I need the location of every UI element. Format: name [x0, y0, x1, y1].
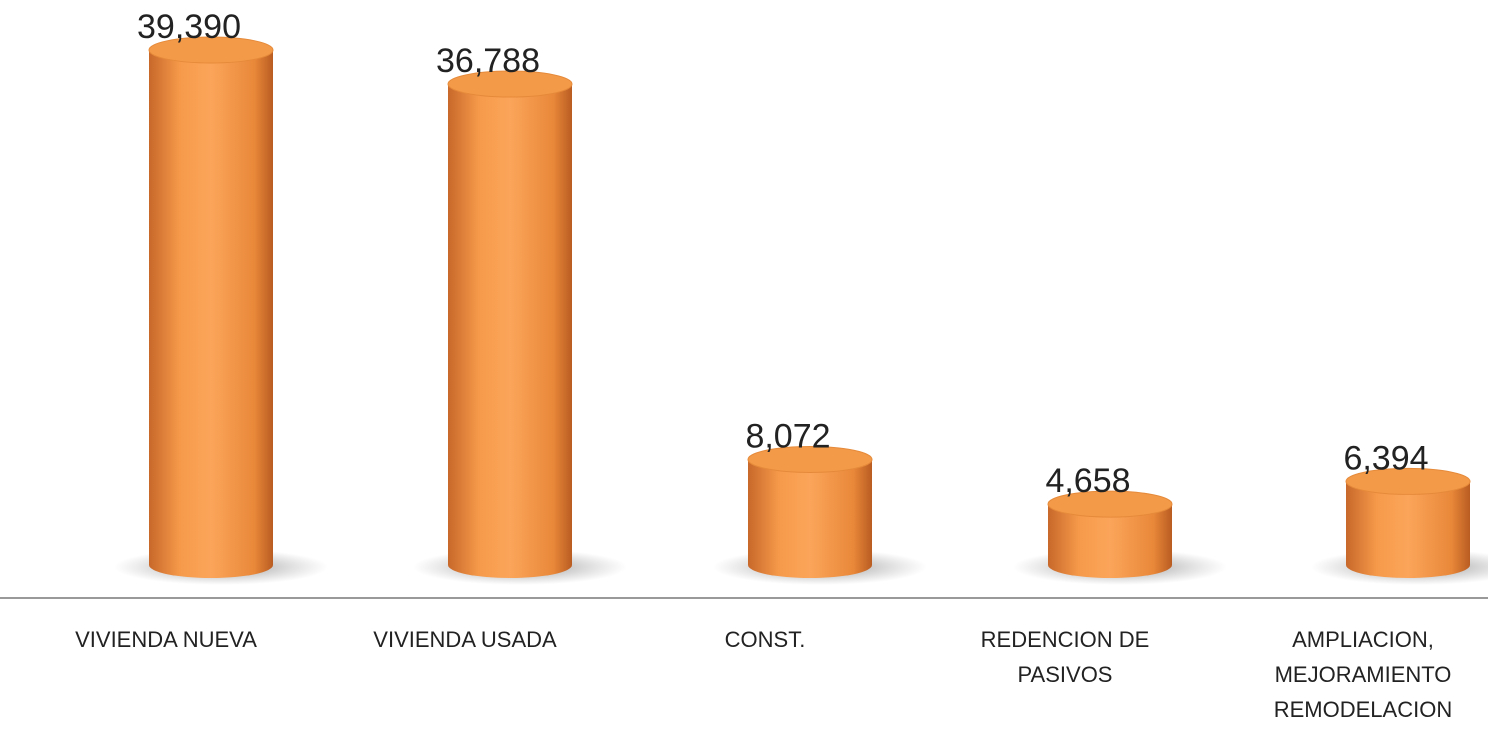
bar: [448, 84, 572, 579]
bar: [149, 50, 273, 578]
value-label: 39,390: [137, 8, 241, 46]
value-label: 8,072: [745, 417, 830, 455]
bar-top: [1345, 467, 1471, 495]
bar-top: [447, 70, 573, 98]
bar: [1048, 504, 1172, 578]
x-tick-label: AMPLIACION, MEJORAMIENTO REMODELACION: [1273, 627, 1453, 722]
x-tick-label: CONST.: [724, 627, 806, 652]
value-label: 36,788: [436, 42, 540, 80]
x-tick-label: VIVIENDA NUEVA: [75, 627, 257, 652]
value-label: 4,658: [1045, 462, 1130, 500]
bar-top: [148, 36, 274, 64]
x-tick-label: VIVIENDA USADA: [373, 627, 557, 652]
bar: [1346, 481, 1470, 578]
x-tick-label: REDENCION DE PASIVOS: [980, 627, 1150, 687]
bar: [748, 459, 872, 578]
value-label: 6,394: [1343, 439, 1428, 477]
bar-top: [747, 445, 873, 473]
bar-top: [1047, 490, 1173, 518]
